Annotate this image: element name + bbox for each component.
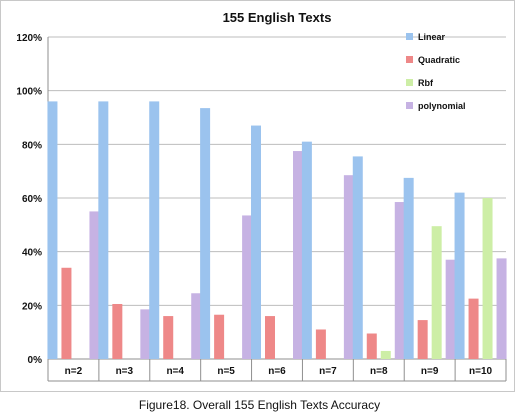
bar-polynomial xyxy=(140,309,151,359)
x-tick-label: n=8 xyxy=(370,366,388,377)
bar-quadratic xyxy=(61,267,72,359)
bar-rbf xyxy=(431,226,442,359)
bar-rbf xyxy=(380,350,391,359)
bar-polynomial xyxy=(293,151,303,359)
bar-quadratic xyxy=(315,329,326,359)
bar-quadratic xyxy=(112,303,123,359)
x-tick-label: n=6 xyxy=(268,366,286,377)
legend-swatch xyxy=(406,56,413,63)
bar-linear xyxy=(454,192,465,359)
bar-polynomial xyxy=(343,175,354,359)
legend-swatch xyxy=(406,33,413,40)
x-tick-label: n=9 xyxy=(421,366,439,377)
bar-quadratic xyxy=(417,320,428,359)
y-tick-label: 20% xyxy=(22,301,42,312)
x-tick-label: n=5 xyxy=(217,366,235,377)
bar-polynomial xyxy=(191,293,202,359)
bar-quadratic xyxy=(214,314,225,359)
y-tick-label: 80% xyxy=(22,140,42,151)
legend-label: polynomial xyxy=(418,101,466,111)
bar-polynomial xyxy=(445,259,456,359)
figure-caption: Figure18. Overall 155 English Texts Accu… xyxy=(138,398,381,412)
bar-linear xyxy=(403,177,414,359)
legend-label: Quadratic xyxy=(418,55,460,65)
y-tick-label: 0% xyxy=(28,355,43,366)
chart-title: 155 English Texts xyxy=(223,10,332,25)
bar-linear xyxy=(47,101,58,360)
x-tick-label: n=2 xyxy=(65,366,83,377)
bar-rbf xyxy=(482,198,493,359)
y-tick-label: 40% xyxy=(22,248,42,259)
x-tick-label: n=4 xyxy=(166,366,184,377)
legend-label: Rbf xyxy=(418,78,434,88)
bar-linear xyxy=(98,101,109,360)
bar-linear xyxy=(200,108,211,359)
x-tick-label: n=3 xyxy=(116,366,134,377)
bar-linear xyxy=(352,156,363,359)
chart-frame: 155 English Texts 0% 20% 40% 60% 80% 100% 120% n… xyxy=(0,0,515,392)
bar-quadratic xyxy=(163,316,174,359)
bar-linear xyxy=(251,125,261,359)
bar-polynomial xyxy=(242,215,253,359)
legend-swatch xyxy=(406,79,413,86)
x-tick-label: n=7 xyxy=(319,366,337,377)
bar-chart: 155 English Texts 0% 20% 40% 60% 80% 100% 120% n… xyxy=(16,10,507,382)
x-tick-label: n=10 xyxy=(469,366,493,377)
bar-linear xyxy=(149,101,160,360)
bar-quadratic xyxy=(265,316,275,359)
y-tick-label: 60% xyxy=(22,194,42,205)
bar-quadratic xyxy=(366,333,377,359)
bar-linear xyxy=(301,141,312,359)
legend-swatch xyxy=(406,102,413,109)
bar-polynomial xyxy=(394,202,405,359)
bar-polynomial xyxy=(89,211,100,359)
legend-label: Linear xyxy=(418,32,446,42)
bar-quadratic xyxy=(468,298,479,359)
y-tick-label: 120% xyxy=(16,33,42,44)
bar-polynomial xyxy=(496,258,507,359)
y-tick-label: 100% xyxy=(16,87,42,98)
